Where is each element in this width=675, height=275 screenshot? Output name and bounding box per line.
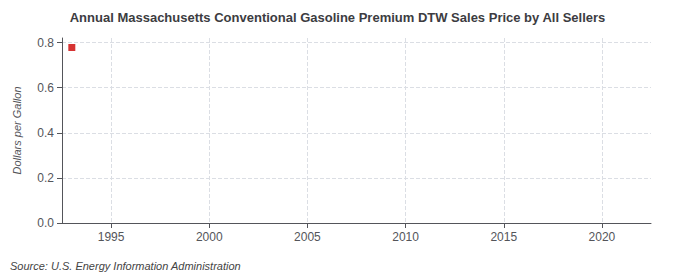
svg-text:Dollars per Gallon: Dollars per Gallon xyxy=(11,86,23,174)
svg-text:0.0: 0.0 xyxy=(37,216,54,230)
svg-text:0.6: 0.6 xyxy=(37,81,54,95)
svg-text:Source: U.S. Energy Informatio: Source: U.S. Energy Information Administ… xyxy=(10,260,241,272)
svg-text:1995: 1995 xyxy=(98,230,125,244)
svg-text:0.2: 0.2 xyxy=(37,171,54,185)
svg-text:2005: 2005 xyxy=(294,230,321,244)
svg-text:0.8: 0.8 xyxy=(37,36,54,50)
svg-text:2015: 2015 xyxy=(490,230,517,244)
svg-text:Annual Massachusetts Conventio: Annual Massachusetts Conventional Gasoli… xyxy=(70,10,606,25)
svg-text:2020: 2020 xyxy=(589,230,616,244)
svg-text:2000: 2000 xyxy=(196,230,223,244)
svg-text:2010: 2010 xyxy=(392,230,419,244)
svg-text:0.4: 0.4 xyxy=(37,126,54,140)
